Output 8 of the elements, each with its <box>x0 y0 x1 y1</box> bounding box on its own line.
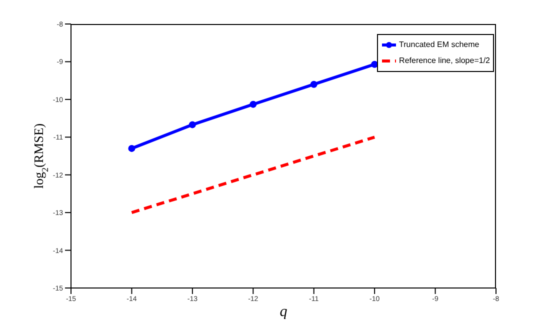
legend-label: Reference line, slope=1/2 <box>399 55 490 67</box>
line-series <box>130 136 376 214</box>
point <box>310 80 318 88</box>
point <box>250 100 257 108</box>
legend-label: Truncated EM scheme <box>399 39 480 51</box>
point <box>188 121 196 128</box>
x-axis-title: q <box>280 304 288 320</box>
point <box>128 144 136 152</box>
